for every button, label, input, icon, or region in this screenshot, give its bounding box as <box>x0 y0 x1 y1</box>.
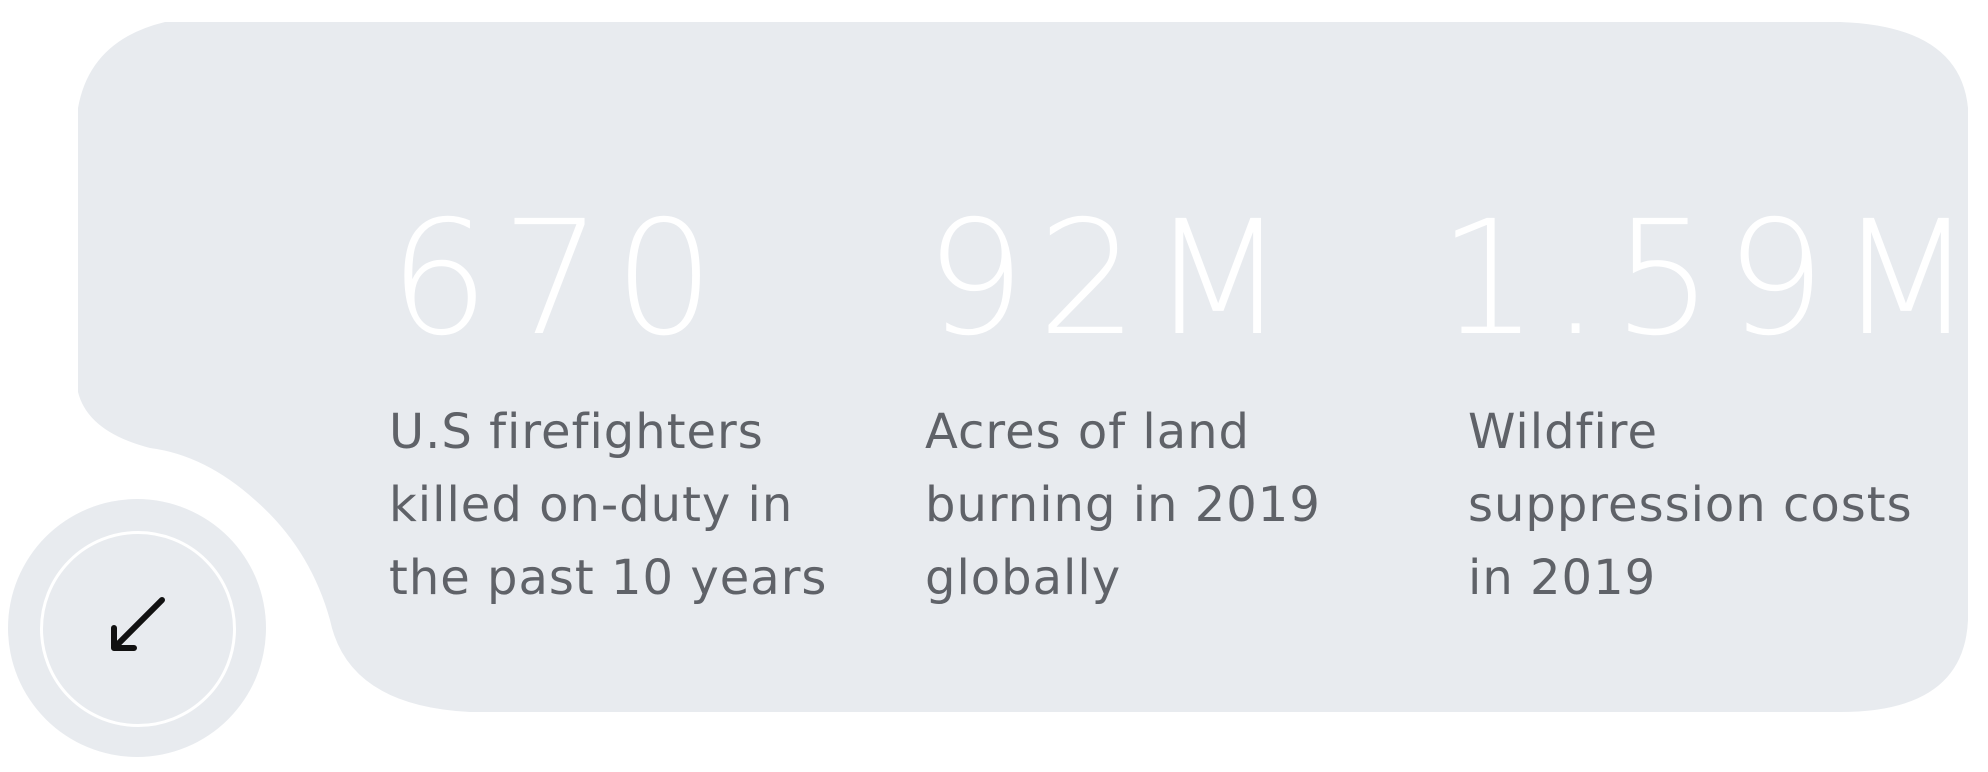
stat-label-line: burning in 2019 <box>925 477 1321 533</box>
stat-label: Wildfire suppression costs in 2019 <box>1468 396 1986 615</box>
arrow-down-left-icon <box>111 597 165 651</box>
stat-label-line: suppression costs <box>1468 477 1913 533</box>
stat-value: 92M <box>925 187 1299 371</box>
stat-label-line: in 2019 <box>1468 550 1657 606</box>
stat-value: 670 <box>389 187 727 371</box>
stat-label-line: U.S firefighters <box>389 404 764 460</box>
stat-label: Acres of land burning in 2019 globally <box>925 396 1321 615</box>
stat-firefighters: 670 U.S firefighters killed on-duty in t… <box>389 200 827 615</box>
stat-acres-burning: 92M Acres of land burning in 2019 global… <box>925 200 1321 615</box>
stat-label-line: Acres of land <box>925 404 1251 460</box>
stat-value: 1.59M <box>1438 187 1987 371</box>
stat-label: U.S firefighters killed on-duty in the p… <box>389 396 827 615</box>
stat-label-line: the past 10 years <box>389 550 828 606</box>
stat-label-line: killed on-duty in <box>389 477 794 533</box>
stat-suppression-costs: 1.59M Wildfire suppression costs in 2019 <box>1438 200 1986 615</box>
stat-label-line: globally <box>925 550 1122 606</box>
stats-card-shape <box>78 22 1968 712</box>
stat-label-line: Wildfire <box>1468 404 1658 460</box>
scroll-button-ring <box>40 531 236 727</box>
